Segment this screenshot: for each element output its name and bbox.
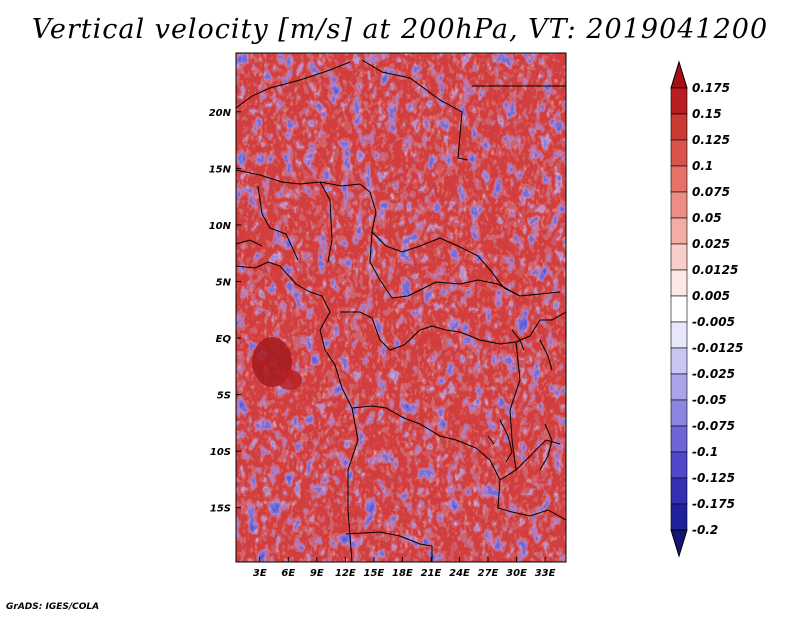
y-axis: 20N 15N 10N 5N EQ 5S 10S 15S bbox=[209, 108, 241, 515]
colorbar-label: -0.175 bbox=[692, 497, 735, 511]
x-tick-label: 24E bbox=[449, 568, 470, 579]
colorbar-label: -0.075 bbox=[692, 419, 735, 433]
y-tick-label: 10S bbox=[210, 447, 231, 458]
colorbar-segment bbox=[670, 373, 688, 401]
x-tick-label: 9E bbox=[310, 568, 324, 579]
colorbar-segment bbox=[670, 269, 688, 297]
colorbar-segment bbox=[670, 87, 688, 115]
y-tick-label: 10N bbox=[209, 221, 232, 232]
colorbar-label: 0.175 bbox=[692, 81, 730, 95]
plot-frame bbox=[235, 52, 567, 563]
x-tick-label: 18E bbox=[392, 568, 413, 579]
colorbar-label: 0.005 bbox=[692, 289, 730, 303]
y-tick-label: 5N bbox=[216, 277, 232, 288]
colorbar-label: -0.2 bbox=[692, 523, 718, 537]
colorbar-label: 0.125 bbox=[692, 133, 730, 147]
country-borders bbox=[236, 59, 566, 562]
x-tick-label: 30E bbox=[506, 568, 527, 579]
credit-text: GrADS: IGES/COLA bbox=[6, 602, 100, 612]
colorbar-segment bbox=[670, 113, 688, 141]
colorbar: 0.175 0.15 0.125 0.1 0.075 0.05 0.025 0.0125 0.0… bbox=[670, 60, 743, 558]
chart-title: Vertical velocity [m/s] at 200hPa, VT: 2… bbox=[31, 14, 769, 45]
colorbar-segment bbox=[670, 217, 688, 245]
colorbar-top-arrow bbox=[670, 60, 688, 89]
x-tick-label: 21E bbox=[421, 568, 442, 579]
y-tick-label: 15N bbox=[209, 164, 232, 175]
y-tick-label: 20N bbox=[209, 108, 232, 119]
colorbar-segment bbox=[670, 295, 688, 323]
colorbar-label: 0.0125 bbox=[692, 263, 738, 277]
colorbar-segment bbox=[670, 243, 688, 271]
colorbar-segment bbox=[670, 321, 688, 349]
colorbar-segment bbox=[670, 503, 688, 531]
colorbar-segment bbox=[670, 165, 688, 193]
colorbar-segment bbox=[670, 451, 688, 479]
colorbar-label: -0.125 bbox=[692, 471, 735, 485]
x-tick-label: 6E bbox=[281, 568, 295, 579]
colorbar-label: -0.005 bbox=[692, 315, 735, 329]
x-tick-label: 27E bbox=[478, 568, 499, 579]
colorbar-label: 0.075 bbox=[692, 185, 730, 199]
colorbar-label: 0.05 bbox=[692, 211, 722, 225]
colorbar-label: 0.025 bbox=[692, 237, 730, 251]
colorbar-segment bbox=[670, 191, 688, 219]
x-tick-label: 15E bbox=[364, 568, 385, 579]
x-tick-label: 33E bbox=[535, 568, 556, 579]
colorbar-label: -0.1 bbox=[692, 445, 718, 459]
x-axis: 3E 6E 9E 12E 15E 18E 21E 24E 27E 30E 33E bbox=[253, 557, 556, 579]
strong-ascent-region-2 bbox=[278, 370, 302, 390]
colorbar-segment bbox=[670, 425, 688, 453]
y-tick-label: 15S bbox=[210, 504, 231, 515]
colorbar-segment bbox=[670, 347, 688, 375]
colorbar-label: -0.0125 bbox=[692, 341, 743, 355]
colorbar-segment bbox=[670, 399, 688, 427]
colorbar-label: 0.15 bbox=[692, 107, 722, 121]
colorbar-label: 0.1 bbox=[692, 159, 713, 173]
y-tick-label: EQ bbox=[216, 334, 232, 345]
colorbar-label: -0.025 bbox=[692, 367, 735, 381]
x-tick-label: 12E bbox=[335, 568, 356, 579]
colorbar-segment bbox=[670, 477, 688, 505]
plot-area bbox=[236, 53, 566, 562]
colorbar-segment bbox=[670, 139, 688, 167]
x-tick-label: 3E bbox=[253, 568, 267, 579]
colorbar-label: -0.05 bbox=[692, 393, 727, 407]
lake-outlines bbox=[487, 329, 553, 471]
colorbar-bottom-arrow bbox=[670, 529, 688, 558]
y-tick-label: 5S bbox=[217, 391, 231, 402]
velocity-field-fine bbox=[236, 53, 566, 562]
